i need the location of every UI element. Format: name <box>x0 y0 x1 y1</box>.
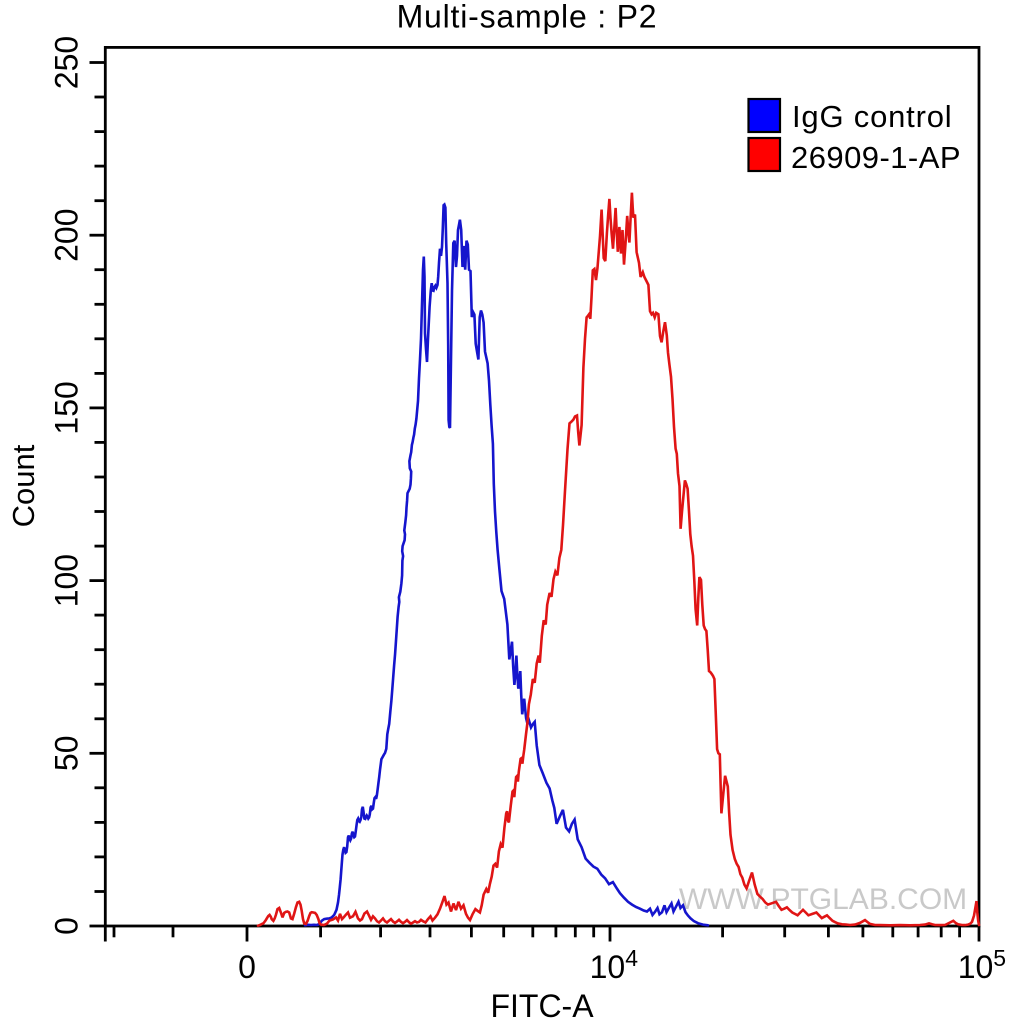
svg-text:Multi-sample : P2: Multi-sample : P2 <box>397 0 658 35</box>
svg-text:FITC-A: FITC-A <box>490 988 594 1024</box>
svg-text:WWW.PTGLAB.COM: WWW.PTGLAB.COM <box>679 883 967 916</box>
svg-text:150: 150 <box>49 381 85 434</box>
svg-text:50: 50 <box>49 736 85 772</box>
svg-text:200: 200 <box>49 209 85 262</box>
svg-text:0: 0 <box>238 949 256 985</box>
svg-text:IgG control: IgG control <box>792 99 952 134</box>
svg-text:250: 250 <box>49 36 85 89</box>
svg-text:Count: Count <box>6 444 41 527</box>
svg-text:0: 0 <box>49 917 85 935</box>
svg-text:100: 100 <box>49 554 85 607</box>
svg-text:26909-1-AP: 26909-1-AP <box>791 140 961 175</box>
